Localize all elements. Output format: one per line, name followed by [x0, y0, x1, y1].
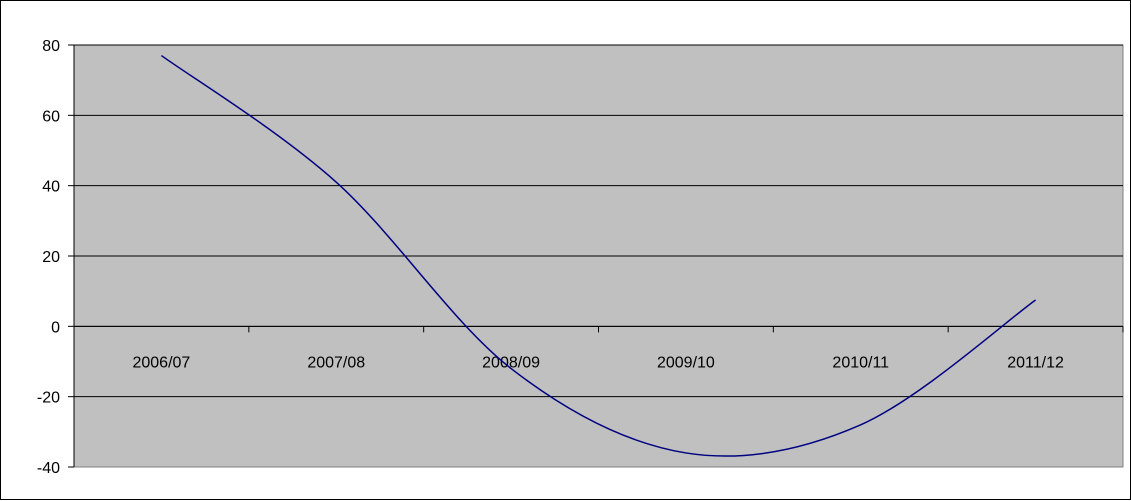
- y-tick-label: 60: [42, 108, 60, 125]
- y-tick-label: -40: [37, 460, 60, 477]
- series-line: [160, 54, 1037, 457]
- x-tick-label: 2007/08: [307, 354, 365, 371]
- y-tick-label: 0: [51, 319, 60, 336]
- y-tick-label: 80: [42, 38, 60, 55]
- x-tick-label: 2009/10: [657, 354, 715, 371]
- x-tick-labels: 2006/07 2007/08 2008/09 2009/10 2010/11 2011/…: [73, 326, 1124, 371]
- x-tick-label: 2008/09: [482, 354, 540, 371]
- y-tick-label: -20: [37, 390, 60, 407]
- series-layer: [160, 54, 1037, 457]
- x-tick-label: 2011/12: [1007, 354, 1064, 371]
- x-tick-label: 2010/11: [832, 354, 889, 371]
- y-tick-label: 40: [42, 179, 60, 196]
- y-tick-label: 20: [42, 249, 60, 266]
- y-tick-labels: 80 60 40 20 0 -20 -40: [37, 38, 74, 477]
- x-tick-label: 2006/07: [132, 354, 190, 371]
